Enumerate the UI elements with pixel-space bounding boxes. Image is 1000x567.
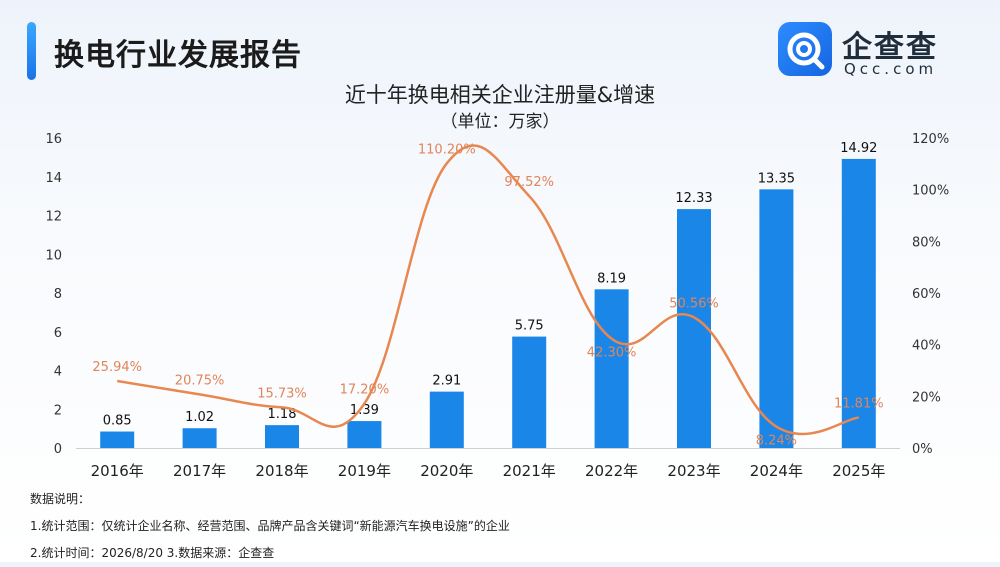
y-right-tick-label: 120% <box>912 132 949 147</box>
line-value-label: 20.75% <box>175 373 225 388</box>
y-left-tick-label: 6 <box>54 326 62 341</box>
title-accent-bar <box>27 22 36 80</box>
bar <box>347 421 382 448</box>
y-right-tick-label: 80% <box>912 235 941 250</box>
y-left-tick-label: 8 <box>54 287 62 302</box>
chart-subtitle: （单位：万家） <box>440 112 560 132</box>
x-tick-label: 2025年 <box>832 462 885 480</box>
y-left-tick-label: 0 <box>54 442 62 457</box>
logo-name: 企查查 <box>842 30 938 65</box>
y-right-tick-label: 0% <box>912 442 933 457</box>
x-tick-label: 2020年 <box>420 462 473 480</box>
growth-rate-line <box>116 144 860 436</box>
y-left-tick-label: 4 <box>54 365 62 380</box>
x-tick-label: 2019年 <box>338 462 391 480</box>
x-tick-label: 2017年 <box>173 462 226 480</box>
bar <box>759 189 794 448</box>
line-value-label: 110.20% <box>418 142 476 157</box>
bar-value-label: 5.75 <box>515 319 544 334</box>
x-tick-label: 2023年 <box>667 462 720 480</box>
line-value-label: 97.52% <box>504 175 554 190</box>
bar-value-label: 1.18 <box>268 407 297 422</box>
bar-value-label: 2.91 <box>432 374 461 389</box>
bar <box>512 336 547 448</box>
notes-line-2: 2.统计时间：2026/8/20 3.数据来源：企查查 <box>30 546 275 560</box>
bar <box>265 425 299 448</box>
line-value-label: 8.24% <box>756 434 797 449</box>
line-value-label: 15.73% <box>257 386 307 401</box>
y-right-tick-label: 60% <box>912 287 941 302</box>
notes-line-1: 1.统计范围：仅统计企业名称、经营范围、品牌产品含关键词“新能源汽车换电设施”的… <box>30 519 510 533</box>
y-left-tick-label: 2 <box>54 403 62 418</box>
y-left-tick-label: 12 <box>45 210 62 225</box>
notes-heading: 数据说明： <box>30 492 91 506</box>
line-value-label: 25.94% <box>92 360 142 375</box>
bar <box>594 289 629 448</box>
line-value-label: 42.30% <box>587 346 637 361</box>
qcc-logo[interactable]: 企查查 Qcc.com <box>778 22 978 80</box>
x-tick-label: 2024年 <box>750 462 803 480</box>
line-value-label: 17.20% <box>340 383 390 398</box>
bar <box>182 428 217 448</box>
bar-value-label: 8.19 <box>597 271 626 286</box>
y-left-tick-label: 10 <box>45 248 62 263</box>
bar-value-label: 12.33 <box>675 191 712 206</box>
line-value-label: 50.56% <box>669 296 719 311</box>
bar-value-label: 1.02 <box>185 410 214 425</box>
bar-value-label: 13.35 <box>758 171 795 186</box>
bar-value-label: 14.92 <box>840 141 877 156</box>
y-left-tick-label: 16 <box>45 132 62 147</box>
bar-value-label: 0.85 <box>103 414 132 429</box>
logo-domain: Qcc.com <box>844 60 938 78</box>
x-tick-label: 2016年 <box>91 462 144 480</box>
y-left-tick-label: 14 <box>45 171 62 186</box>
bar <box>677 209 711 448</box>
y-right-tick-label: 40% <box>912 339 941 354</box>
bar <box>841 158 876 449</box>
data-notes: 数据说明： 1.统计范围：仅统计企业名称、经营范围、品牌产品含关键词“新能源汽车… <box>30 486 510 567</box>
y-right-tick-label: 100% <box>912 184 949 199</box>
qcc-logo-icon <box>778 22 832 76</box>
bar <box>429 391 464 448</box>
line-value-label: 11.81% <box>834 396 884 411</box>
x-tick-label: 2022年 <box>585 462 638 480</box>
chart-title: 近十年换电相关企业注册量&增速 <box>344 83 656 107</box>
x-tick-label: 2018年 <box>255 462 308 480</box>
x-tick-label: 2021年 <box>503 462 556 480</box>
y-right-tick-label: 20% <box>912 390 941 405</box>
bar <box>100 431 135 448</box>
report-title: 换电行业发展报告 <box>54 38 302 73</box>
